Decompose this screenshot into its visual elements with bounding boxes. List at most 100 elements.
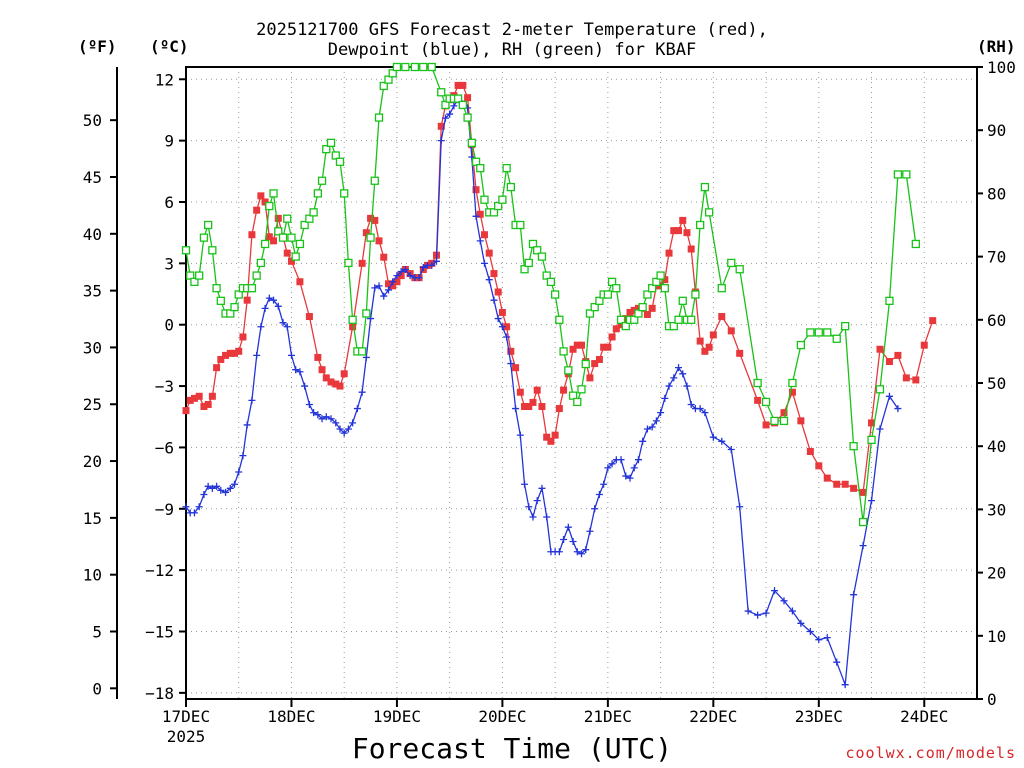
temperature-point <box>226 349 234 357</box>
temperature-point <box>529 398 537 406</box>
rh-point <box>568 391 578 400</box>
dewpoint-point <box>397 268 405 276</box>
rh-point <box>678 296 687 305</box>
dewpoint-point <box>665 382 673 390</box>
temperature-point <box>912 376 920 384</box>
dewpoint-point <box>332 419 340 427</box>
temperature-point <box>591 360 599 368</box>
fahrenheit-tick-label: 50 <box>83 111 102 130</box>
temperature-point <box>634 304 642 312</box>
temperature-point <box>815 462 823 470</box>
dewpoint-point <box>380 292 388 300</box>
rh-point <box>384 75 393 84</box>
temperature-point <box>498 308 506 316</box>
rh-point <box>564 366 573 375</box>
fahrenheit-tick-label: 15 <box>83 509 102 528</box>
temperature-point <box>257 192 265 200</box>
dewpoint-point <box>643 425 651 433</box>
dewpoint-point <box>850 591 858 599</box>
rh-point <box>230 303 239 312</box>
temperature-point <box>868 419 876 427</box>
dewpoint-point <box>327 415 335 423</box>
rh-point <box>696 220 705 230</box>
temperature-point <box>727 327 735 335</box>
temperature-point <box>322 374 330 382</box>
dewpoint-point <box>670 374 678 382</box>
temperature-point <box>507 347 515 355</box>
celsius-tick-label: −3 <box>155 377 174 396</box>
rh-point <box>186 271 195 280</box>
dewpoint-point <box>744 607 752 615</box>
rh-point <box>687 315 696 324</box>
rh-point <box>643 290 652 299</box>
chart-title-line-1: 2025121700 GFS Forecast 2-meter Temperat… <box>256 20 768 40</box>
temperature-point <box>503 323 511 331</box>
dewpoint-point <box>296 368 304 376</box>
rh-point <box>278 233 288 242</box>
temperature-point <box>222 351 230 359</box>
temperature-point <box>287 257 295 265</box>
dewpoint-point <box>498 323 506 331</box>
celsius-tick-label: −18 <box>145 684 174 703</box>
celsius-unit-label: (ºC) <box>150 37 189 56</box>
dewpoint-point <box>780 597 788 605</box>
temperature-point <box>494 288 502 296</box>
rh-point <box>190 277 199 287</box>
dewpoint-point <box>701 409 709 417</box>
rh-point <box>410 62 420 72</box>
temperature-point <box>208 392 216 400</box>
rh-point <box>770 416 779 426</box>
rh-tick-label: 10 <box>987 627 1006 646</box>
temperature-point <box>687 245 695 253</box>
dewpoint-point <box>797 619 805 627</box>
rh-point <box>524 258 533 268</box>
dewpoint-point <box>679 370 687 378</box>
rh-point <box>577 385 586 394</box>
celsius-tick-label: −12 <box>145 561 174 580</box>
temperature-line <box>185 84 934 494</box>
rh-point <box>374 113 384 122</box>
rh-point <box>717 284 726 293</box>
rh-point <box>252 271 261 280</box>
rh-point <box>287 233 296 242</box>
x-tick-label: 18DEC <box>267 707 315 726</box>
rh-point <box>226 309 235 318</box>
temperature-point <box>850 484 858 492</box>
temperature-point <box>683 229 691 237</box>
temperature-point <box>480 231 488 239</box>
fahrenheit-tick-label: 40 <box>83 225 102 244</box>
rh-point <box>476 163 485 173</box>
temperature-point <box>718 313 726 321</box>
rh-point <box>727 258 736 268</box>
x-tick-label: 19DEC <box>373 707 421 726</box>
temperature-point <box>806 448 814 456</box>
x-tick-label: 22DEC <box>689 707 737 726</box>
rh-point <box>437 88 446 97</box>
temperature-point <box>490 270 498 278</box>
dewpoint-point <box>652 417 660 425</box>
dewpoint-point <box>468 153 476 161</box>
temperature-point <box>788 388 796 396</box>
x-tick-label: 20DEC <box>478 707 526 726</box>
rh-point <box>814 328 823 337</box>
dewpoint-point <box>428 261 436 269</box>
dewpoint-point <box>208 484 216 492</box>
rh-point <box>401 62 410 72</box>
celsius-tick-label: −15 <box>145 623 174 642</box>
rh-point <box>621 321 630 331</box>
rh-point <box>283 214 292 223</box>
temperature-point <box>362 229 370 237</box>
rh-point <box>867 435 876 445</box>
dewpoint-point <box>586 527 594 535</box>
temperature-point <box>876 345 884 353</box>
dewpoint-point <box>239 452 247 460</box>
dewpoint-point <box>200 490 208 498</box>
dewpoint-point <box>630 464 638 472</box>
dewpoint-point <box>270 296 278 304</box>
dewpoint-point <box>204 482 212 490</box>
rh-point <box>555 315 564 324</box>
dewpoint-point <box>318 415 326 423</box>
rh-point <box>704 208 714 217</box>
temperature-point <box>902 374 910 382</box>
dewpoint-point <box>894 405 902 413</box>
